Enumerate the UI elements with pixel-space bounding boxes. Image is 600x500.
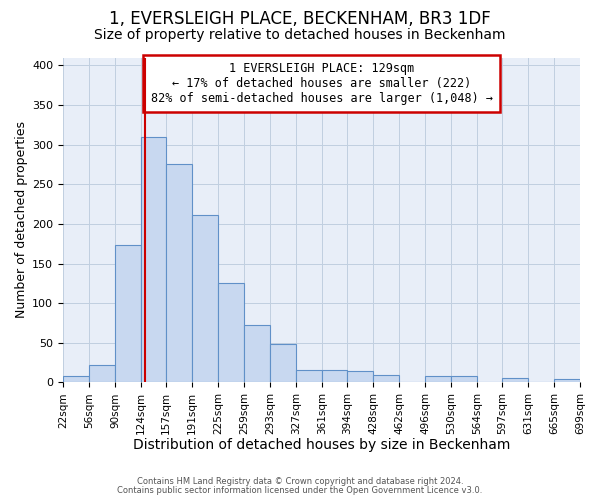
Bar (244, 324, 270, 382)
Bar (554, 378, 580, 382)
Bar (296, 370, 322, 382)
Bar (218, 282, 244, 382)
Bar (322, 370, 347, 382)
X-axis label: Distribution of detached houses by size in Beckenham: Distribution of detached houses by size … (133, 438, 510, 452)
Bar (347, 372, 373, 382)
Bar (192, 215, 218, 382)
Bar (502, 378, 528, 382)
Bar (115, 246, 141, 382)
Text: Contains HM Land Registry data © Crown copyright and database right 2024.: Contains HM Land Registry data © Crown c… (137, 477, 463, 486)
Bar (270, 344, 296, 383)
Text: Size of property relative to detached houses in Beckenham: Size of property relative to detached ho… (94, 28, 506, 42)
Y-axis label: Number of detached properties: Number of detached properties (15, 122, 28, 318)
Bar (63, 376, 89, 382)
Bar (373, 376, 399, 382)
Text: Contains public sector information licensed under the Open Government Licence v3: Contains public sector information licen… (118, 486, 482, 495)
Bar (89, 365, 115, 382)
Bar (425, 376, 451, 382)
Bar (166, 164, 192, 382)
Text: 1, EVERSLEIGH PLACE, BECKENHAM, BR3 1DF: 1, EVERSLEIGH PLACE, BECKENHAM, BR3 1DF (109, 10, 491, 28)
Text: 1 EVERSLEIGH PLACE: 129sqm
← 17% of detached houses are smaller (222)
82% of sem: 1 EVERSLEIGH PLACE: 129sqm ← 17% of deta… (151, 62, 493, 106)
Bar (451, 376, 477, 382)
Bar (141, 137, 166, 382)
